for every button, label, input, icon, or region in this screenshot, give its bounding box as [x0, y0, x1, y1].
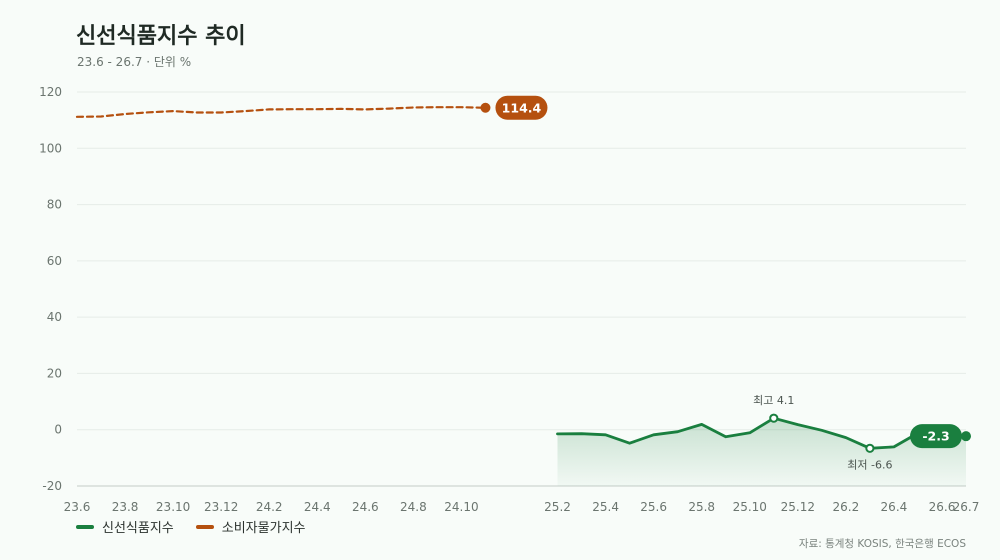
x-tick-label: 25.10	[733, 500, 767, 514]
series-line-fresh-food	[556, 416, 968, 450]
x-tick-label: 26.2	[833, 500, 860, 514]
x-tick-label: 24.2	[256, 500, 283, 514]
legend-swatch-fresh-food	[76, 524, 94, 529]
legend-item-cpi: 소비자물가지수	[195, 517, 306, 536]
data-point-cpi	[388, 107, 390, 109]
data-point-cpi	[148, 111, 150, 113]
data-point-cpi	[460, 106, 462, 108]
data-point-fresh-food	[701, 423, 703, 425]
series-area-fresh-food	[557, 418, 966, 486]
data-point-cpi	[172, 110, 174, 112]
x-tick-label: 24.10	[444, 500, 478, 514]
data-point-cpi	[76, 116, 78, 118]
y-tick-label: 120	[39, 85, 62, 99]
x-tick-label: 26.4	[881, 500, 908, 514]
data-point-cpi	[244, 110, 246, 112]
annotation-max-label: 최고 4.1	[753, 394, 794, 407]
legend-label-cpi: 소비자물가지수	[221, 521, 306, 536]
y-tick-label: 40	[47, 310, 62, 324]
end-label-cpi: 114.4	[502, 100, 542, 115]
data-point-cpi	[292, 108, 294, 110]
data-point-cpi	[436, 106, 438, 108]
data-point-fresh-food	[676, 430, 678, 432]
x-tick-label: 25.2	[544, 500, 571, 514]
x-tick-label: 26.7	[953, 500, 980, 514]
end-point-fresh-food	[961, 431, 971, 442]
y-tick-label: -20	[42, 479, 62, 493]
data-point-fresh-food	[628, 442, 630, 444]
y-tick-label: 20	[47, 366, 62, 380]
legend-swatch-cpi	[195, 524, 214, 529]
data-point-cpi	[412, 106, 414, 108]
source-note: 자료: 통계청 KOSIS, 한국은행 ECOS	[798, 538, 966, 550]
x-tick-label: 25.6	[640, 500, 667, 514]
data-point-fresh-food	[556, 433, 558, 435]
x-tick-label: 24.4	[304, 500, 331, 514]
annotation-marker	[769, 413, 779, 423]
legend-item-fresh-food: 신선식품지수	[76, 517, 174, 536]
y-tick-label: 0	[54, 423, 62, 437]
data-point-fresh-food	[893, 446, 895, 448]
data-point-fresh-food	[580, 432, 582, 434]
x-tick-label: 24.6	[352, 500, 379, 514]
data-point-fresh-food	[604, 434, 606, 436]
data-point-cpi	[340, 108, 342, 110]
chart-title: 신선식품지수 추이	[76, 24, 246, 49]
x-tick-label: 25.4	[592, 500, 619, 514]
end-point-cpi	[480, 102, 491, 113]
legend: 신선식품지수 소비자물가지수	[76, 517, 306, 536]
x-tick-label: 24.8	[400, 500, 427, 514]
data-point-fresh-food	[821, 429, 823, 431]
data-point-cpi	[100, 115, 102, 117]
data-point-cpi	[316, 108, 318, 110]
x-tick-label: 23.8	[112, 500, 139, 514]
end-label-fresh-food: -2.3	[922, 429, 949, 444]
series-line-cpi	[75, 106, 487, 118]
data-point-fresh-food	[797, 423, 799, 425]
annotation-marker	[865, 443, 875, 453]
data-point-cpi	[364, 108, 366, 110]
data-point-fresh-food	[749, 432, 751, 434]
data-point-cpi	[124, 113, 126, 115]
y-tick-label: 80	[47, 198, 62, 212]
data-point-fresh-food	[725, 436, 727, 438]
y-tick-label: 100	[39, 141, 62, 155]
x-tick-label: 26.6	[929, 500, 956, 514]
x-tick-label: 23.10	[156, 500, 190, 514]
end-label-pill-fresh-food	[910, 424, 962, 449]
chart-subtitle: 23.6 - 26.7 · 단위 %	[77, 55, 192, 69]
data-point-cpi	[196, 111, 198, 113]
x-tick-label: 25.12	[781, 500, 815, 514]
data-point-cpi	[268, 108, 270, 110]
annotation-min-label: 최저 -6.6	[847, 458, 892, 471]
end-label-pill-cpi	[495, 95, 548, 120]
data-point-cpi	[220, 111, 222, 113]
data-point-fresh-food	[652, 434, 654, 436]
legend-label-fresh-food: 신선식품지수	[102, 521, 174, 536]
x-tick-label: 23.6	[64, 500, 91, 514]
x-tick-label: 23.12	[204, 500, 238, 514]
x-tick-label: 25.8	[688, 500, 715, 514]
data-point-fresh-food	[845, 436, 847, 438]
y-tick-label: 60	[47, 254, 62, 268]
